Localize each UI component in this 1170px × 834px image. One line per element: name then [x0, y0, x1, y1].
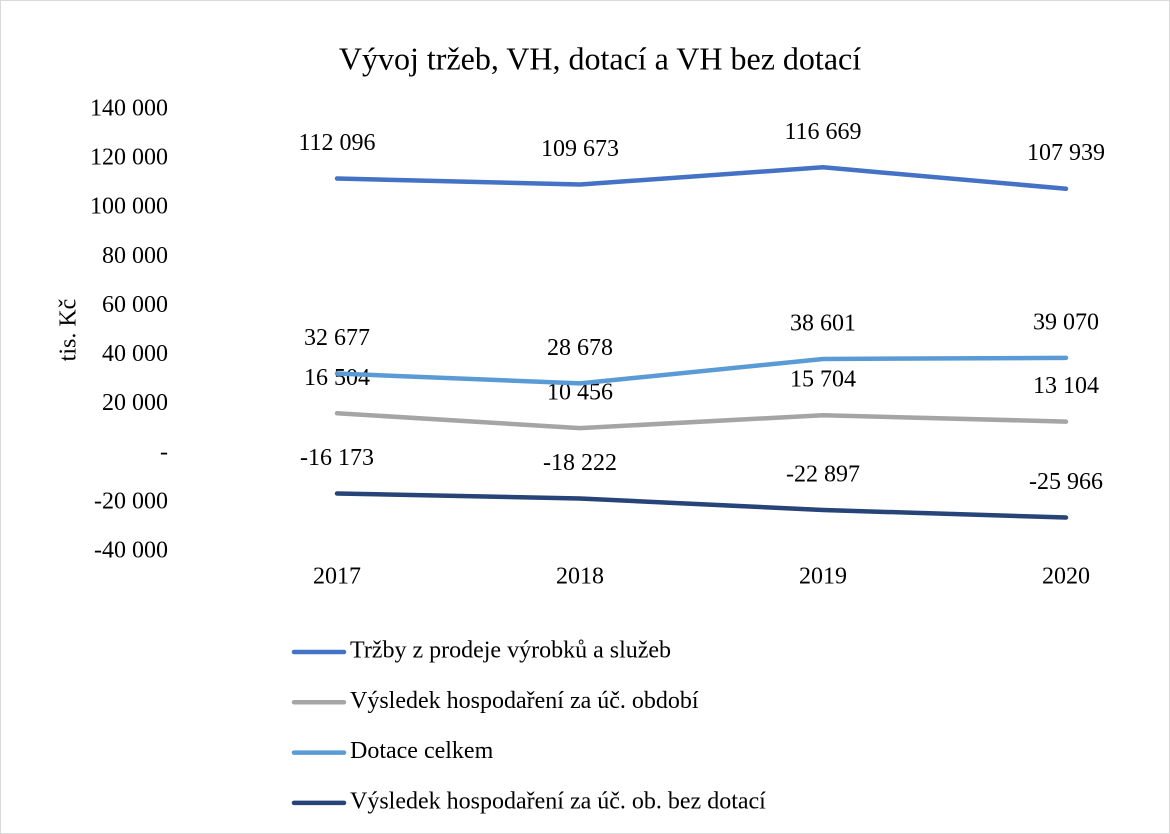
series-line [334, 165, 1069, 191]
data-label: -16 173 [300, 445, 374, 471]
x-tick-label: 2019 [799, 564, 847, 590]
series-line [334, 491, 1069, 520]
data-label: 109 673 [541, 136, 619, 162]
y-tick-label: - [160, 439, 168, 465]
y-tick-label: -20 000 [94, 488, 168, 514]
data-label: 112 096 [298, 130, 375, 156]
legend-label: Dotace celkem [350, 738, 494, 764]
y-tick-label: 20 000 [102, 390, 168, 416]
data-label: -18 222 [543, 450, 617, 476]
data-label: 39 070 [1033, 309, 1099, 335]
y-axis-title: tis. Kč [56, 299, 82, 362]
y-tick-label: 60 000 [102, 292, 168, 318]
series-line [334, 355, 1069, 386]
y-tick-label: 120 000 [90, 145, 168, 171]
data-label: -25 966 [1029, 469, 1103, 495]
legend-label: Tržby z prodeje výrobků a služeb [350, 638, 671, 664]
y-tick-label: 100 000 [90, 194, 168, 220]
data-label: 15 704 [790, 367, 856, 393]
data-label: 38 601 [790, 310, 856, 336]
x-tick-label: 2018 [556, 564, 604, 590]
x-tick-label: 2020 [1042, 564, 1090, 590]
y-tick-label: 40 000 [102, 341, 168, 367]
data-label: 28 678 [547, 335, 613, 361]
x-tick-label: 2017 [313, 564, 361, 590]
legend-label: Výsledek hospodaření za úč. ob. bez dota… [350, 788, 766, 814]
data-label: 107 939 [1027, 140, 1105, 166]
series-line [334, 411, 1069, 431]
y-tick-label: 140 000 [90, 96, 168, 122]
chart-title: Vývoj tržeb, VH, dotací a VH bez dotací [339, 40, 861, 76]
data-label: -22 897 [786, 462, 860, 488]
data-label: 116 669 [784, 119, 861, 145]
legend-label: Výsledek hospodaření za úč. období [350, 688, 699, 714]
y-tick-label: -40 000 [94, 538, 168, 564]
y-tick-label: 80 000 [102, 243, 168, 269]
data-label: 13 104 [1033, 373, 1099, 399]
data-label: 16 504 [304, 365, 370, 391]
data-label: 32 677 [304, 325, 370, 351]
